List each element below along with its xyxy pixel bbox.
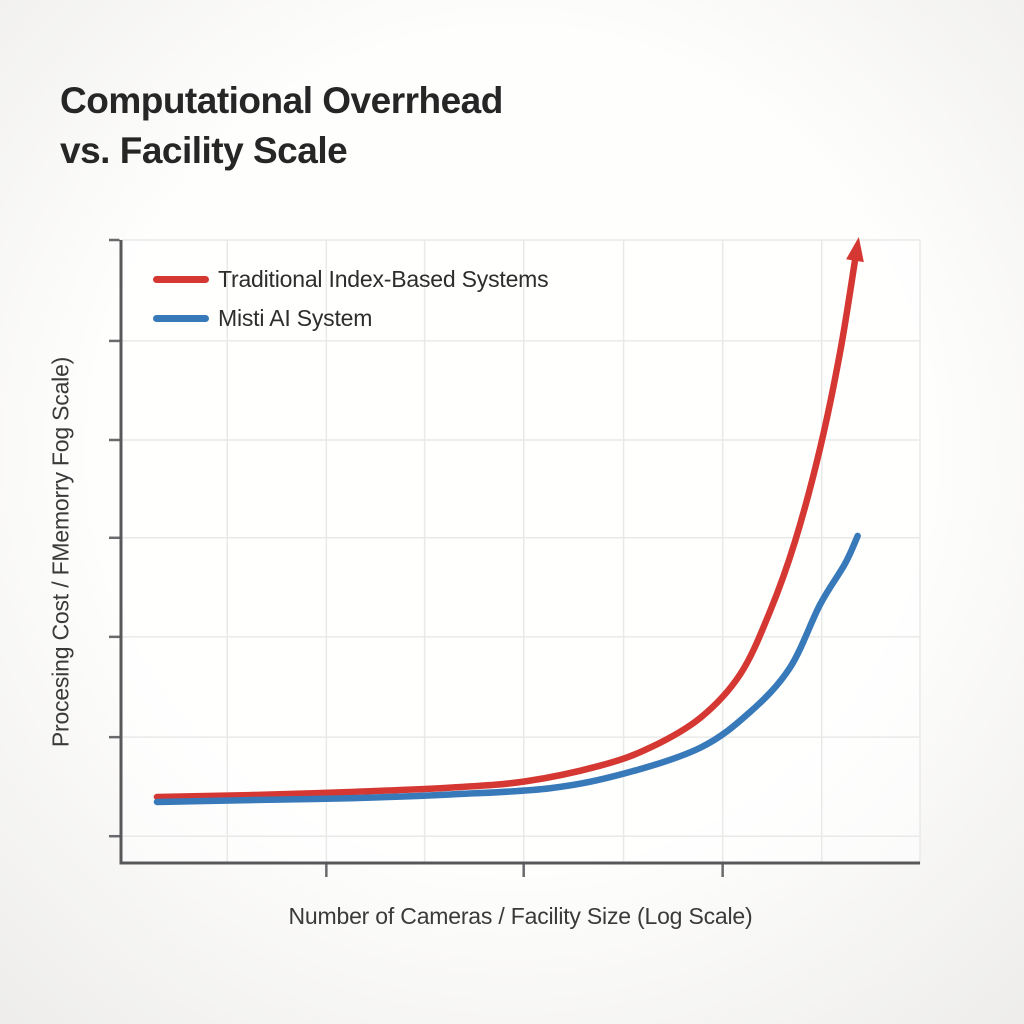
y-axis-label: Procesing Cost / FMemorry Fog Scale): [47, 356, 74, 748]
chart-svg: [109, 236, 921, 877]
arrowhead: [846, 236, 864, 263]
plot-area: Traditional Index-Based Systems Misti AI…: [109, 236, 921, 877]
legend-item-traditional: Traditional Index-Based Systems: [153, 265, 549, 292]
series-line-misti-ai-system: [153, 532, 861, 806]
legend-swatch-traditional: [153, 275, 209, 283]
legend-swatch-misti: [153, 314, 209, 322]
legend-label-misti: Misti AI System: [218, 304, 373, 331]
legend-item-misti: Misti AI System: [153, 304, 373, 331]
chart-title: Computational Overrhead vs. Facility Sca…: [60, 76, 503, 176]
title-line-1: Computational Overrhead: [60, 80, 503, 121]
x-axis-label: Number of Cameras / Facility Size (Log S…: [288, 903, 753, 929]
series-line-traditional-index-based-systems: [153, 255, 859, 801]
title-line-2: vs. Facility Scale: [60, 130, 348, 171]
legend-label-traditional: Traditional Index-Based Systems: [218, 265, 549, 292]
